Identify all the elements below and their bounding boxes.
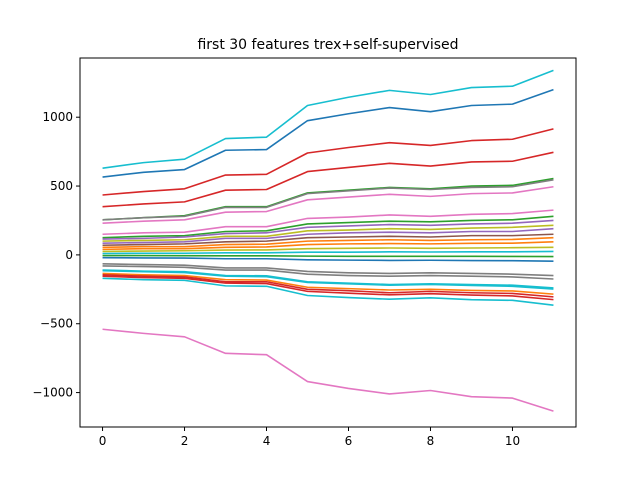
x-tick-label: 0: [99, 434, 107, 448]
chart-title: first 30 features trex+self-supervised: [197, 37, 458, 53]
y-tick-label: 500: [50, 179, 73, 193]
x-tick-label: 2: [181, 434, 189, 448]
series-line-4: [102, 151, 554, 208]
series-line-2: [102, 88, 554, 178]
series-line-21: [102, 265, 554, 280]
series-line-25: [102, 274, 554, 298]
plot-frame: [79, 57, 577, 428]
y-axis-ticks: −1000 −500 0 500 1000: [32, 110, 80, 400]
x-axis-ticks: 0 2 4 6 8 10: [99, 427, 520, 448]
series-line-18: [102, 254, 554, 258]
series-line-13: [102, 233, 554, 247]
x-tick-label: 6: [345, 434, 353, 448]
series-line-6: [102, 179, 554, 221]
series-line-23: [102, 269, 554, 290]
series-line-26: [102, 275, 554, 301]
series-line-28: [102, 328, 554, 412]
series-line-15: [102, 241, 554, 251]
series-line-19: [102, 256, 554, 263]
series-line-8: [102, 209, 554, 236]
series-line-27: [102, 277, 554, 306]
series-line-14: [102, 236, 554, 249]
series-lines: [102, 69, 554, 412]
x-tick-label: 10: [505, 434, 520, 448]
series-line-16: [102, 246, 554, 253]
series-line-3: [102, 128, 554, 196]
y-tick-label: −500: [40, 317, 73, 331]
series-line-17: [102, 250, 554, 255]
series-line-10: [102, 219, 554, 240]
x-tick-label: 8: [427, 434, 435, 448]
series-line-12: [102, 227, 554, 244]
series-line-11: [102, 224, 554, 242]
series-line-1: [102, 69, 554, 169]
series-line-24: [102, 272, 554, 295]
y-tick-label: 0: [65, 248, 73, 262]
series-line-9: [102, 215, 554, 239]
series-line-7: [102, 185, 554, 225]
y-tick-label: −1000: [32, 386, 73, 400]
series-line-20: [102, 263, 554, 277]
x-tick-label: 4: [263, 434, 271, 448]
y-tick-label: 1000: [42, 110, 73, 124]
